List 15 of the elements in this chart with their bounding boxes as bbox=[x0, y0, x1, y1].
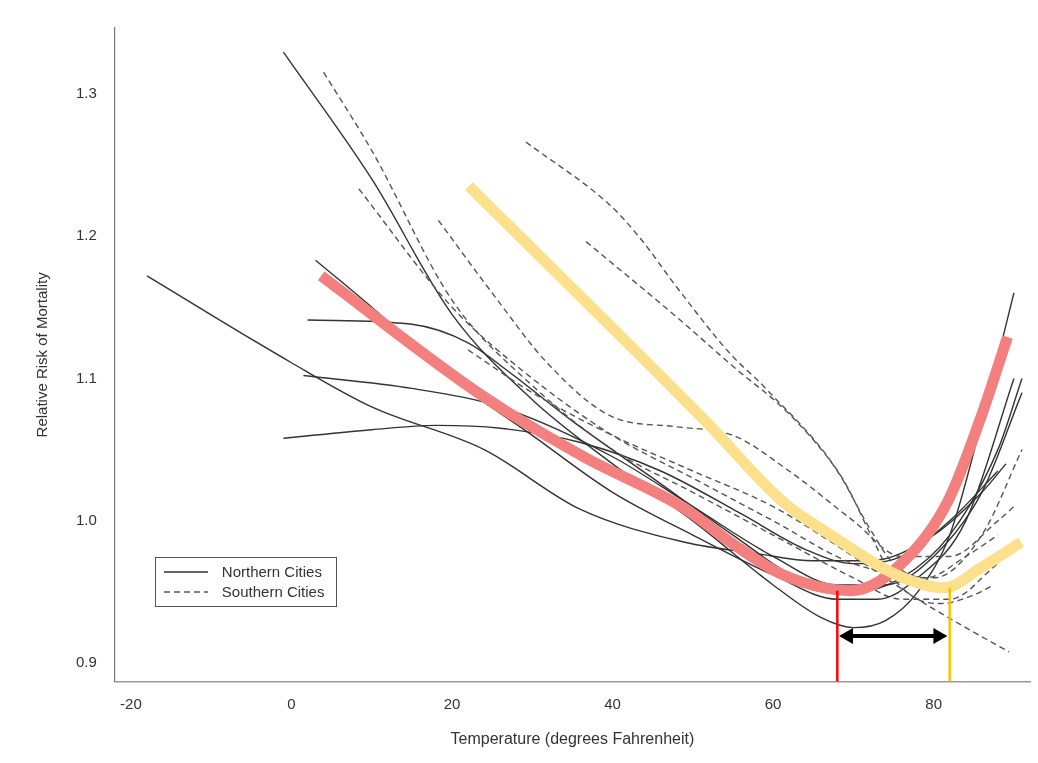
x-tick-label: 0 bbox=[287, 694, 296, 712]
y-tick-label: 1.2 bbox=[75, 226, 97, 244]
y-tick-label: 1.3 bbox=[75, 83, 97, 101]
x-tick-label: 20 bbox=[443, 694, 461, 712]
x-tick-label: 60 bbox=[764, 694, 782, 712]
y-tick-label: 1.0 bbox=[75, 510, 97, 528]
x-tick-label: 40 bbox=[604, 694, 621, 712]
y-tick-label: 1.1 bbox=[75, 368, 97, 386]
x-tick-label: 80 bbox=[925, 694, 943, 712]
legend-label: Northern Cities bbox=[221, 561, 322, 582]
y-tick-label: 0.9 bbox=[75, 653, 97, 671]
legend-label: Southern Cities bbox=[221, 581, 325, 602]
x-axis-title: Temperature (degrees Fahrenheit) bbox=[450, 729, 695, 747]
x-tick-label: -20 bbox=[120, 694, 142, 712]
y-axis-title: Relative Risk of Mortality bbox=[33, 271, 51, 438]
